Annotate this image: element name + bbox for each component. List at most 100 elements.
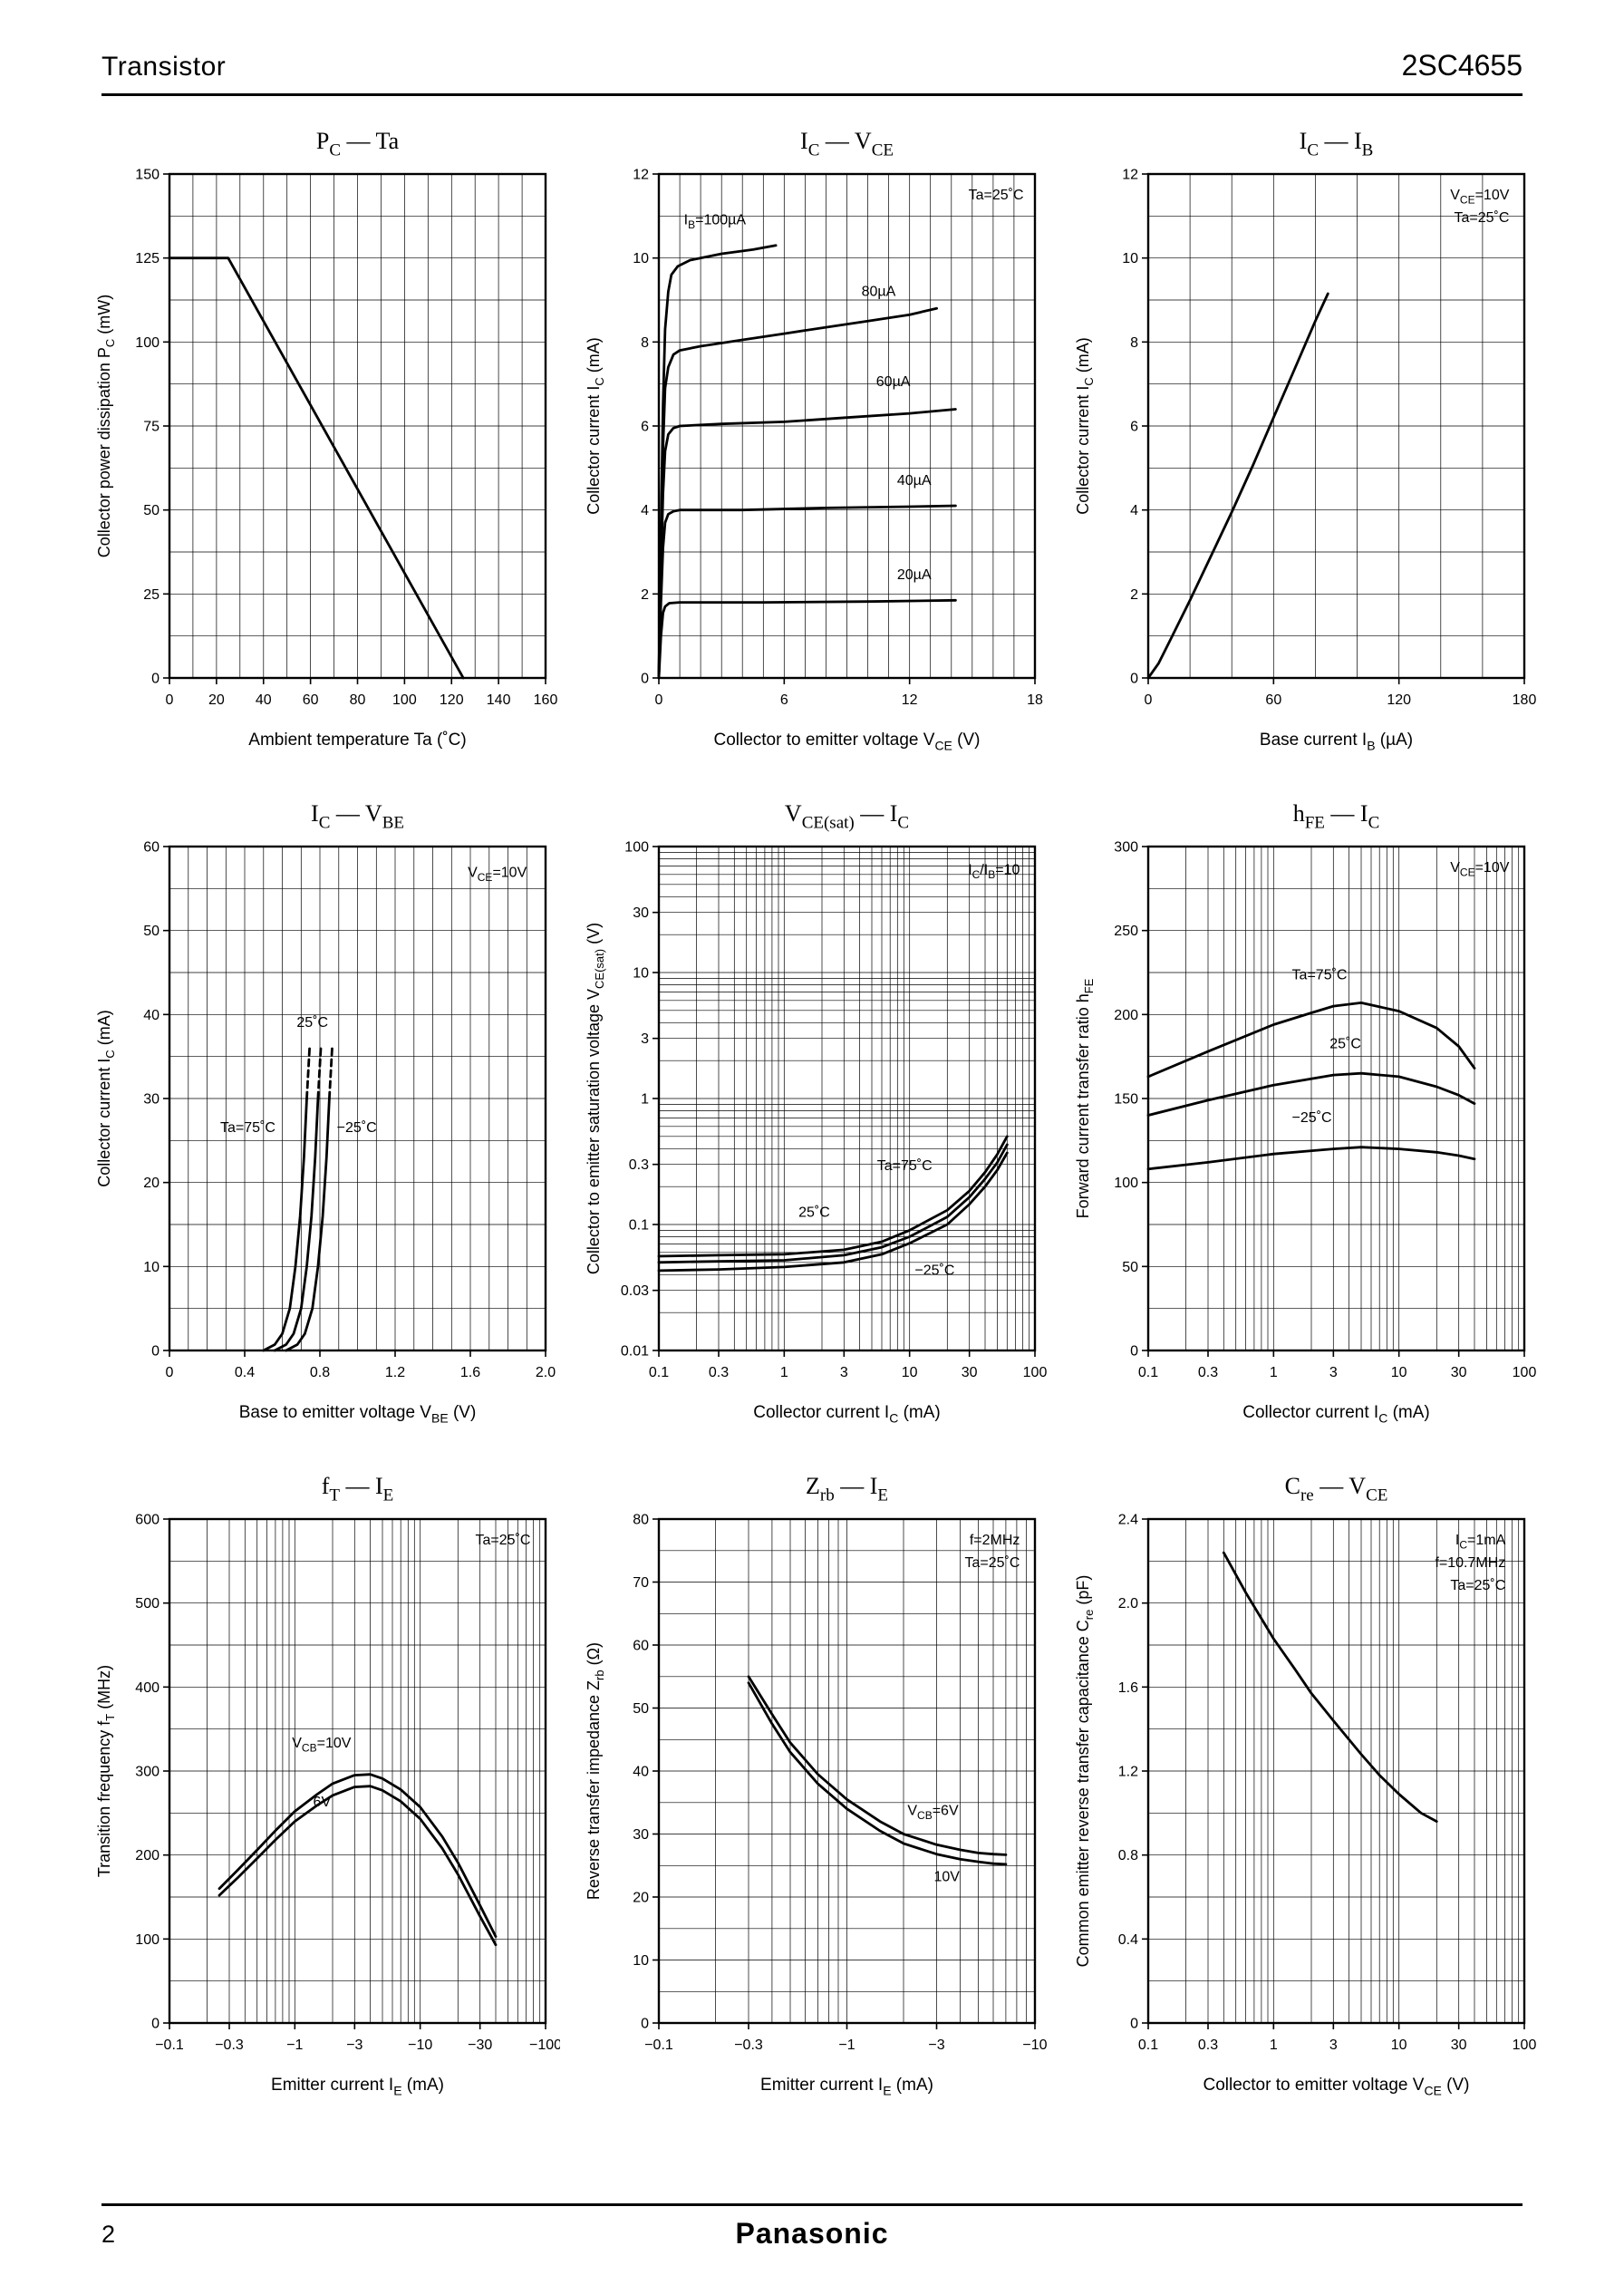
svg-text:0.3: 0.3 — [628, 1157, 648, 1173]
chart-canvas-zrb-ie: −0.1 −0.3 −1 −3 −10 0 10 20 30 40 50 60 70 80 f=2MHz Ta… — [585, 1473, 1048, 2097]
svg-text:0: 0 — [641, 2017, 649, 2032]
svg-text:−0.1: −0.1 — [155, 2037, 184, 2053]
svg-text:30: 30 — [633, 905, 649, 921]
svg-text:30: 30 — [143, 1092, 160, 1108]
svg-text:Collector to emitter saturatio: Collector to emitter saturation voltage … — [585, 923, 606, 1274]
svg-text:10: 10 — [143, 1260, 160, 1275]
svg-text:60: 60 — [633, 1639, 649, 1654]
svg-text:Base current IB (µA): Base current IB (µA) — [1259, 731, 1412, 752]
svg-text:160: 160 — [533, 692, 557, 708]
svg-text:4: 4 — [1130, 503, 1138, 518]
svg-text:Collector current IC (mA): Collector current IC (mA) — [585, 337, 606, 514]
svg-text:0.1: 0.1 — [1137, 2037, 1157, 2053]
svg-text:6V: 6V — [313, 1795, 331, 1810]
svg-text:80: 80 — [349, 692, 365, 708]
svg-text:VCE=10V: VCE=10V — [1450, 188, 1509, 206]
svg-text:IB=100µA: IB=100µA — [683, 213, 746, 231]
svg-text:70: 70 — [633, 1575, 649, 1591]
chart-canvas-hfe-ic: 0.1 0.3 1 3 10 30 100 0 50 100 150 200 250 300 VCE=10V… — [1074, 800, 1536, 1425]
svg-text:−100: −100 — [528, 2037, 559, 2053]
chart-canvas-ic-vce: 0 6 12 18 0 2 4 6 8 10 12 Ta=25˚C IB=100µA 80µA 60µA 40… — [585, 128, 1043, 752]
svg-text:120: 120 — [1387, 692, 1411, 708]
svg-text:Emitter current IE (mA): Emitter current IE (mA) — [760, 2076, 933, 2097]
svg-text:Ta=25˚C: Ta=25˚C — [475, 1533, 530, 1548]
svg-text:−25˚C: −25˚C — [1291, 1110, 1331, 1126]
chart-ic-vce: 0 6 12 18 0 2 4 6 8 10 12 Ta=25˚C IB=100µA 80µA 60µA 40… — [575, 118, 1049, 779]
svg-text:Reverse transfer impedance Z: Reverse transfer impedance Zrb (Ω) — [585, 1642, 606, 1900]
svg-text:VCE=10V: VCE=10V — [468, 865, 527, 883]
svg-text:0: 0 — [151, 1344, 160, 1360]
svg-text:60: 60 — [143, 840, 160, 856]
svg-text:−30: −30 — [468, 2037, 492, 2053]
chart-ic-vbe: 0 0.4 0.8 1.2 1.6 2.0 0 10 20 30 40 50 60 VCE=10V 25˚C… — [86, 790, 560, 1452]
svg-text:2: 2 — [641, 587, 649, 603]
svg-text:40µA: 40µA — [896, 473, 931, 489]
svg-text:6: 6 — [1130, 420, 1138, 435]
svg-text:−0.1: −0.1 — [644, 2037, 673, 2053]
svg-text:10: 10 — [1390, 1365, 1406, 1380]
svg-text:30: 30 — [633, 1827, 649, 1843]
svg-text:100: 100 — [135, 335, 160, 351]
svg-text:12: 12 — [633, 168, 649, 183]
svg-text:−1: −1 — [286, 2037, 303, 2053]
chart-hfe-ic: 0.1 0.3 1 3 10 30 100 0 50 100 150 200 250 300 VCE=10V… — [1065, 790, 1539, 1452]
svg-text:100: 100 — [1114, 1176, 1138, 1191]
svg-text:100: 100 — [1512, 2037, 1536, 2053]
svg-text:−0.3: −0.3 — [734, 2037, 763, 2053]
svg-text:Forward current transfer ratio: Forward current transfer ratio hFE — [1074, 978, 1096, 1218]
svg-text:0.4: 0.4 — [234, 1365, 254, 1380]
svg-text:Ambient temperature Ta (˚C: Ambient temperature Ta (˚C) — [248, 731, 466, 750]
svg-text:50: 50 — [633, 1701, 649, 1717]
svg-text:10: 10 — [901, 1365, 917, 1380]
svg-text:Collector power dissipation: Collector power dissipation PC (mW) — [95, 295, 117, 558]
svg-text:6: 6 — [641, 420, 649, 435]
chart-canvas-ft-ie: −0.1 −0.3 −1 −3 −10 −30 −100 0 100 200 300 400 500 60… — [95, 1473, 562, 2097]
svg-text:60: 60 — [1265, 692, 1281, 708]
svg-text:25˚C: 25˚C — [798, 1205, 830, 1221]
svg-text:150: 150 — [1114, 1092, 1138, 1108]
svg-text:40: 40 — [633, 1765, 649, 1780]
svg-text:30: 30 — [1450, 2037, 1466, 2053]
svg-text:2.4: 2.4 — [1117, 1513, 1137, 1528]
chart-pc-ta: 0 20 40 60 80 100 120 140 160 0 25 50 75 100 125 150 PC … — [86, 118, 560, 779]
svg-text:f=2MHz: f=2MHz — [969, 1533, 1020, 1548]
svg-text:0: 0 — [641, 672, 649, 687]
page-footer: 2 Panasonic — [102, 2203, 1522, 2256]
svg-text:0.1: 0.1 — [648, 1365, 668, 1380]
svg-text:−25˚C: −25˚C — [336, 1120, 376, 1136]
svg-text:f=10.7MHz: f=10.7MHz — [1435, 1555, 1505, 1571]
svg-text:Collector current IC (mA): Collector current IC (mA) — [1074, 337, 1096, 514]
svg-text:10: 10 — [633, 1953, 649, 1969]
svg-text:−25˚C: −25˚C — [914, 1263, 954, 1278]
svg-text:0: 0 — [151, 2017, 160, 2032]
svg-text:0: 0 — [654, 692, 662, 708]
chart-ft-ie: −0.1 −0.3 −1 −3 −10 −30 −100 0 100 200 300 400 500 60… — [86, 1463, 562, 2125]
svg-text:0: 0 — [1130, 2017, 1138, 2032]
chart-ic-ib: 0 60 120 180 0 2 4 6 8 10 12 VCE=10V Ta=25˚C IC — IB B… — [1065, 118, 1539, 779]
svg-text:0: 0 — [1130, 672, 1138, 687]
svg-text:IC — VCE: IC — VCE — [800, 128, 894, 160]
svg-text:0.3: 0.3 — [1197, 2037, 1217, 2053]
svg-text:100: 100 — [135, 1932, 160, 1948]
svg-text:250: 250 — [1114, 924, 1138, 939]
brand-logo: Panasonic — [735, 2217, 889, 2250]
svg-text:Common emitter reverse transfe: Common emitter reverse transfer capacita… — [1074, 1575, 1096, 1968]
svg-text:VCE(sat) — IC: VCE(sat) — IC — [784, 800, 908, 832]
svg-text:0: 0 — [165, 692, 173, 708]
svg-text:60µA: 60µA — [875, 374, 910, 390]
svg-text:30: 30 — [1450, 1365, 1466, 1380]
svg-text:100: 100 — [392, 692, 417, 708]
svg-text:100: 100 — [624, 840, 649, 856]
svg-text:0.3: 0.3 — [708, 1365, 728, 1380]
svg-text:20: 20 — [143, 1176, 160, 1191]
svg-text:0.8: 0.8 — [1117, 1848, 1137, 1863]
svg-text:25˚C: 25˚C — [296, 1015, 328, 1031]
svg-text:Collector current IC (mA): Collector current IC (mA) — [753, 1403, 941, 1425]
chart-vcesat-ic: 0.1 0.3 1 3 10 30 100 0.01 0.03 0.1 0.3 1 3 10 30 100 IC… — [575, 790, 1049, 1452]
svg-text:Ta=75˚C: Ta=75˚C — [1291, 967, 1347, 982]
svg-text:50: 50 — [143, 924, 160, 939]
svg-text:75: 75 — [143, 420, 160, 435]
svg-text:VCB=6V: VCB=6V — [907, 1804, 959, 1822]
svg-text:1: 1 — [779, 1365, 788, 1380]
svg-text:100: 100 — [1512, 1365, 1536, 1380]
